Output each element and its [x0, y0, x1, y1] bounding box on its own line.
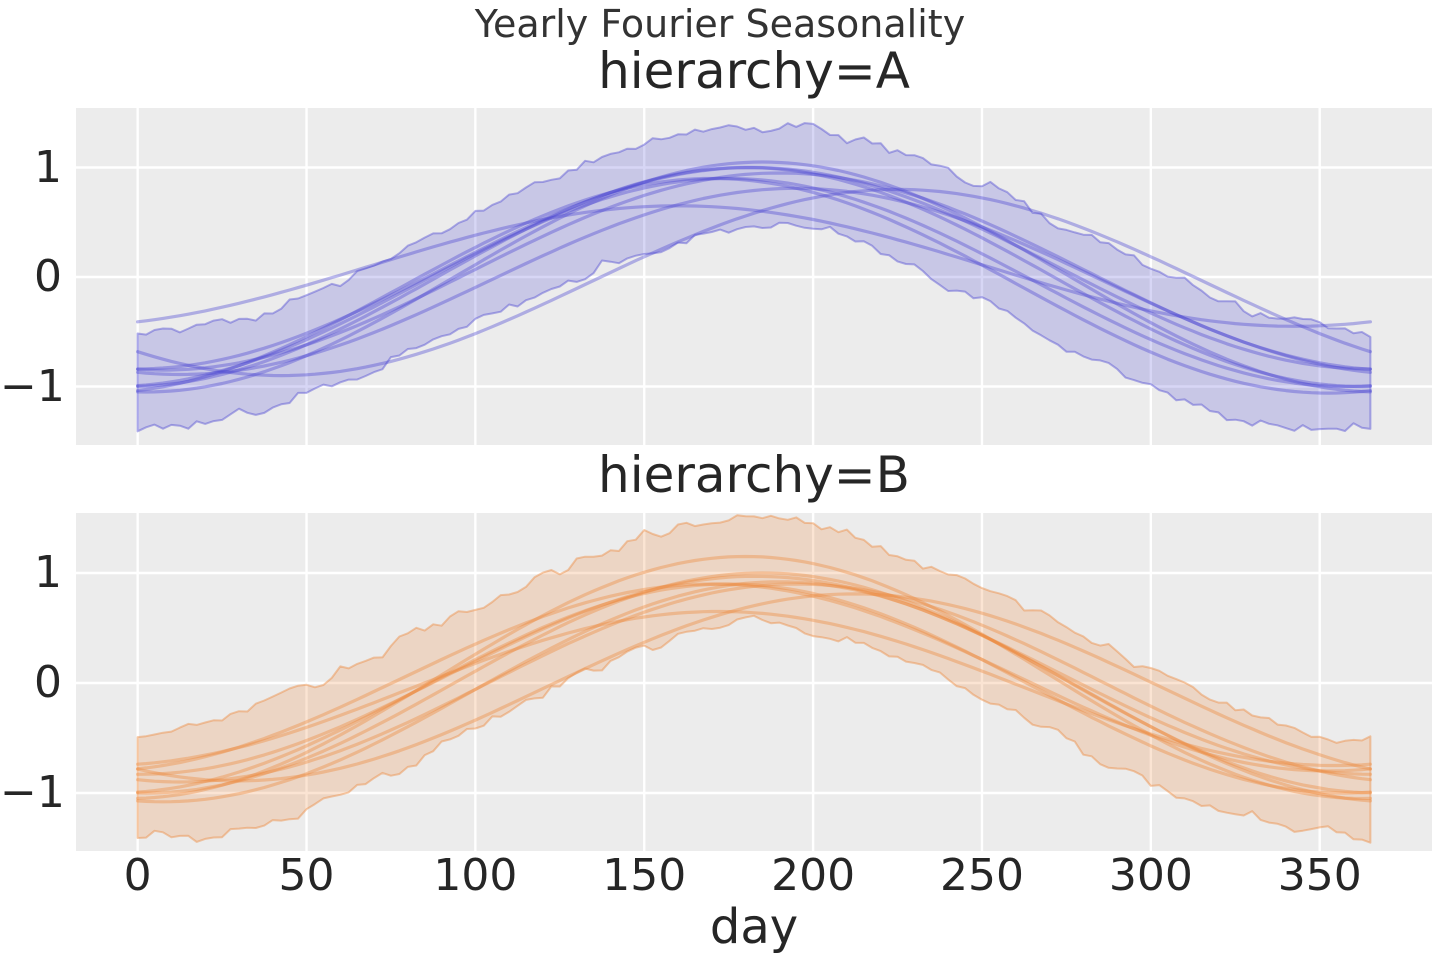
figure-title: Yearly Fourier Seasonality — [474, 2, 966, 46]
confidence-band — [136, 122, 1372, 433]
panel-title-hierarchy-a: hierarchy=A — [598, 42, 910, 100]
seasonality-line — [135, 609, 1373, 768]
x-tick-label: 300 — [1108, 850, 1193, 901]
x-tick-label: 150 — [602, 850, 687, 901]
x-tick-label: 100 — [433, 850, 518, 901]
y-tick-label: 0 — [34, 251, 62, 302]
x-tick-label: 200 — [771, 850, 856, 901]
seasonality-line — [135, 171, 1373, 372]
y-tick-label: −1 — [0, 767, 65, 818]
y-tick-label: 0 — [34, 657, 62, 708]
x-tick-label: 250 — [939, 850, 1024, 901]
y-tick-label: 1 — [34, 141, 62, 193]
x-axis-label: day — [709, 899, 799, 955]
seasonality-line — [135, 186, 1373, 377]
panel-plot-hierarchy-b — [76, 513, 1432, 851]
seasonality-line — [135, 574, 1373, 776]
gridlines — [76, 513, 1432, 851]
seasonality-line — [135, 592, 1373, 783]
x-tick-label: 0 — [123, 850, 152, 901]
seasonality-line — [135, 176, 1373, 395]
panel-plot-hierarchy-a — [76, 108, 1432, 445]
seasonality-line — [135, 187, 1373, 378]
seasonality-line — [135, 204, 1373, 328]
seasonality-line — [135, 554, 1373, 801]
x-tick-label: 50 — [278, 850, 335, 901]
panel-title-hierarchy-b: hierarchy=B — [598, 446, 910, 504]
seasonality-line — [135, 582, 1373, 795]
seasonality-line — [135, 582, 1373, 773]
seasonality-line — [135, 582, 1373, 784]
seasonality-line — [135, 176, 1373, 389]
confidence-band — [136, 514, 1372, 844]
seasonality-line — [135, 571, 1373, 795]
y-tick-label: −1 — [0, 360, 65, 412]
seasonality-line — [135, 160, 1373, 394]
gridlines — [76, 108, 1432, 445]
seasonality-line — [135, 580, 1373, 804]
seasonality-line — [135, 165, 1373, 389]
seasonality-line — [135, 165, 1373, 371]
y-tick-label: 1 — [34, 547, 62, 598]
x-tick-label: 350 — [1277, 850, 1362, 901]
